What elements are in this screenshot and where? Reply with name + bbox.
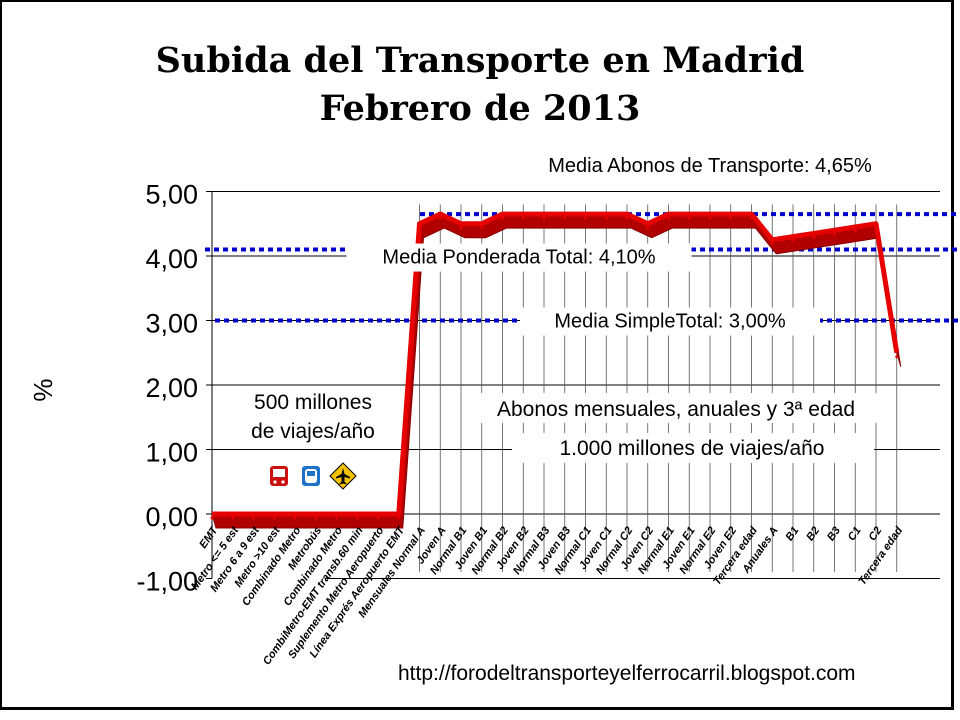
data-point — [646, 226, 650, 230]
data-point — [418, 226, 421, 230]
bus-icon-window — [273, 469, 285, 477]
chart-title-line1: Subida del Transporte en Madrid — [155, 40, 805, 81]
x-tick-label: C2 — [867, 525, 885, 543]
annotation-text: de viajes/año — [251, 420, 375, 443]
series-line — [212, 211, 900, 517]
annotation-text: 500 millones — [254, 391, 372, 414]
y-tick-label: 2,00 — [145, 373, 198, 403]
reference-label: Media Abonos de Transporte: 4,65% — [548, 155, 872, 177]
bus-icon — [270, 466, 288, 486]
data-point — [708, 216, 712, 220]
data-point — [874, 226, 878, 230]
reference-label-bg — [346, 243, 692, 272]
bus-icon-wheel — [273, 480, 277, 484]
x-tick-label: B1 — [784, 525, 802, 543]
data-point — [770, 242, 774, 246]
data-point — [397, 516, 401, 520]
y-tick-label: 5,00 — [145, 180, 198, 210]
annotation-text: Abonos mensuales, anuales y 3ª edad — [497, 398, 855, 421]
data-point — [459, 226, 463, 230]
data-point — [501, 216, 504, 220]
reference-label: Media SimpleTotal: 3,00% — [554, 311, 785, 333]
metro-icon — [302, 466, 320, 486]
y-axis-label: % — [28, 378, 58, 401]
chart-frame — [0, 0, 954, 710]
data-point — [729, 216, 733, 220]
data-point — [812, 235, 816, 239]
data-point — [833, 232, 836, 236]
x-tick-label: B3 — [825, 525, 843, 543]
data-point — [335, 516, 338, 520]
data-point — [252, 516, 255, 520]
data-point — [293, 516, 297, 520]
series-layer — [210, 211, 902, 529]
data-point — [853, 229, 857, 233]
y-tick-label: 3,00 — [145, 309, 198, 339]
data-point — [210, 516, 214, 520]
data-point — [272, 516, 276, 520]
annotation-text: 1.000 millones de viajes/año — [559, 437, 824, 460]
data-point — [563, 216, 567, 220]
data-point — [231, 516, 235, 520]
data-point — [521, 216, 525, 220]
data-point — [750, 216, 753, 220]
airport-icon-plane — [336, 468, 350, 485]
y-tick-label: -1,00 — [136, 567, 198, 597]
data-point — [895, 355, 899, 359]
y-tick-label: 4,00 — [145, 244, 198, 274]
data-point — [314, 516, 318, 520]
annotation-bg — [462, 393, 890, 423]
data-point — [687, 216, 691, 220]
icon-layer — [270, 462, 357, 490]
reference-label-bg — [505, 152, 915, 181]
reference-label: Media Ponderada Total: 4,10% — [382, 247, 655, 269]
chart-title-line2: Febrero de 2013 — [319, 88, 641, 129]
data-point — [542, 216, 546, 220]
data-point — [604, 216, 608, 220]
data-point — [667, 216, 670, 220]
x-tick-label: B2 — [804, 525, 822, 543]
data-point — [791, 239, 795, 243]
bus-icon-wheel — [281, 480, 285, 484]
x-tick-label: C1 — [846, 525, 864, 543]
data-point — [584, 216, 587, 220]
data-point — [480, 226, 484, 230]
annotation-bg — [512, 433, 874, 463]
data-point — [355, 516, 359, 520]
label-layer: 5,00 4,00 3,00 2,00 1,00 0,00 -1,00% Media Abon… — [28, 152, 915, 667]
data-point — [438, 216, 442, 220]
metro-icon-window — [307, 471, 315, 476]
footer-url: http://forodeltransporteyelferrocarril.b… — [398, 662, 856, 685]
reference-label-bg — [520, 307, 820, 336]
airport-icon — [329, 462, 357, 490]
data-point — [625, 216, 629, 220]
y-tick-label: 0,00 — [145, 502, 198, 532]
y-tick-label: 1,00 — [145, 438, 198, 468]
data-point — [376, 516, 380, 520]
